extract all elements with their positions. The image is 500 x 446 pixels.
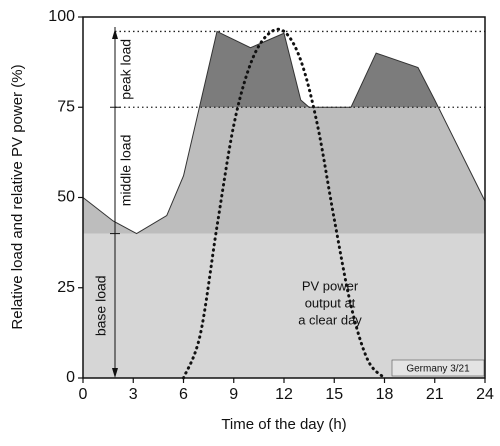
x-tick-label: 18 (376, 386, 394, 403)
x-tick-label: 15 (325, 386, 343, 403)
pv-annotation: a clear day (298, 312, 362, 327)
band-label: base load (93, 275, 109, 336)
x-axis-label: Time of the day (h) (221, 416, 346, 433)
band-group (83, 31, 485, 378)
x-tick-label: 24 (476, 386, 494, 403)
load-band (83, 107, 485, 234)
x-tick-label: 3 (129, 386, 138, 403)
load-band (83, 233, 485, 378)
x-tick-label: 6 (179, 386, 188, 403)
y-tick-label: 0 (66, 369, 75, 386)
arrow-head (112, 368, 118, 378)
y-tick-label: 100 (48, 8, 75, 25)
band-label: middle load (118, 135, 134, 207)
arrow-head (112, 29, 118, 39)
pv-curve (182, 27, 386, 380)
y-axis-label: Relative load and relative PV power (%) (9, 64, 26, 329)
place-box (391, 359, 485, 377)
x-tick-label: 0 (79, 386, 88, 403)
band-label: peak load (118, 39, 134, 100)
y-tick-label: 75 (57, 98, 75, 115)
pv-annotation: output at (305, 295, 356, 310)
y-tick-label: 25 (57, 279, 75, 296)
x-tick-label: 9 (229, 386, 238, 403)
x-tick-label: 12 (275, 386, 293, 403)
pv-annotation: PV power (302, 278, 359, 293)
x-tick-label: 21 (426, 386, 444, 403)
place-annotation: Germany 3/21 (406, 364, 470, 375)
load-area (82, 30, 486, 235)
y-tick-label: 50 (57, 189, 75, 206)
